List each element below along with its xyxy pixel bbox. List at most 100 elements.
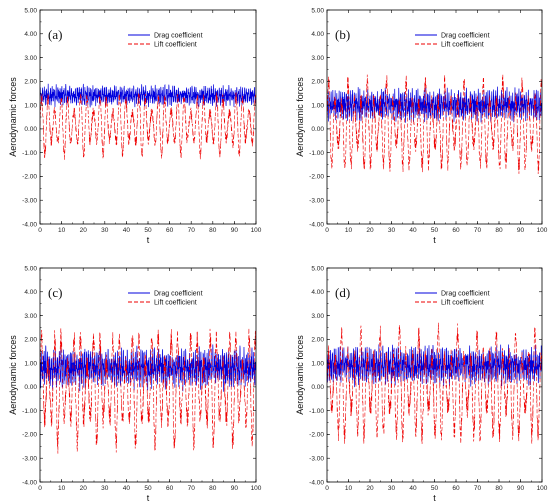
y-axis-title: Aerodynamic forces [295, 77, 305, 157]
y-tick-label: -4.00 [22, 479, 37, 486]
lift-legend-label: Lift coefficient [154, 300, 197, 307]
x-tick-label: 50 [144, 485, 152, 492]
x-axis-title: t [433, 235, 436, 245]
x-tick-label: 90 [517, 227, 525, 234]
x-tick-label: 90 [231, 227, 239, 234]
y-tick-label: -3.00 [22, 456, 37, 463]
x-tick-label: 40 [123, 227, 131, 234]
x-tick-label: 100 [251, 227, 262, 234]
y-tick-label: -2.00 [309, 174, 324, 181]
drag-legend-label: Drag coefficient [441, 33, 490, 40]
x-tick-label: 60 [166, 227, 174, 234]
chart-panel-b: 5.00 4.00 3.00 2.00 1.00 0.00 -1.00 -2.00 -3.00 -… [295, 7, 548, 245]
y-tick-label: 3.00 [24, 313, 37, 320]
x-axis-title: t [147, 493, 150, 503]
x-tick-label: 50 [144, 227, 152, 234]
drag-coefficient-series [327, 344, 542, 388]
y-tick-label: 1.00 [24, 102, 37, 109]
x-tick-label: 0 [325, 485, 329, 492]
y-tick-label: -2.00 [309, 432, 324, 439]
y-tick-label: 0.00 [24, 126, 37, 133]
x-tick-label: 30 [101, 227, 109, 234]
y-tick-label: 4.00 [24, 31, 37, 38]
lift-coefficient-series [40, 327, 256, 454]
y-tick-label: -1.00 [22, 150, 37, 157]
drag-legend-label: Drag coefficient [154, 33, 203, 40]
drag-legend-label: Drag coefficient [154, 291, 203, 298]
y-tick-label: 0.00 [311, 126, 324, 133]
x-tick-label: 70 [188, 485, 196, 492]
y-tick-label: -4.00 [309, 221, 324, 228]
x-axis-title: t [147, 235, 150, 245]
y-tick-label: 3.00 [24, 55, 37, 62]
y-tick-label: -1.00 [309, 150, 324, 157]
x-tick-label: 30 [101, 485, 109, 492]
x-tick-label: 60 [452, 227, 460, 234]
x-tick-label: 10 [345, 485, 353, 492]
y-tick-label: 5.00 [24, 265, 37, 272]
y-tick-label: -2.00 [22, 432, 37, 439]
y-tick-label: 2.00 [24, 79, 37, 86]
x-tick-label: 80 [209, 485, 217, 492]
y-tick-label: -1.00 [22, 408, 37, 415]
x-tick-label: 60 [452, 485, 460, 492]
plot-frame [39, 9, 257, 225]
x-tick-label: 40 [409, 227, 417, 234]
y-tick-label: -3.00 [22, 198, 37, 205]
y-tick-label: 2.00 [311, 337, 324, 344]
y-tick-label: 1.00 [311, 360, 324, 367]
x-tick-label: 40 [409, 485, 417, 492]
y-tick-label: 4.00 [311, 289, 324, 296]
x-tick-label: 70 [474, 227, 482, 234]
x-tick-label: 100 [251, 485, 262, 492]
panel-label: (c) [48, 285, 62, 300]
x-tick-label: 40 [123, 485, 131, 492]
x-tick-label: 60 [166, 485, 174, 492]
x-tick-label: 30 [388, 485, 396, 492]
x-tick-label: 0 [38, 227, 42, 234]
x-tick-label: 80 [209, 227, 217, 234]
lift-legend-label: Lift coefficient [441, 42, 484, 49]
x-tick-label: 10 [58, 227, 66, 234]
y-tick-label: 5.00 [311, 7, 324, 14]
y-tick-label: 0.00 [311, 384, 324, 391]
lift-coefficient-series [327, 74, 542, 174]
y-tick-label: -1.00 [309, 408, 324, 415]
x-tick-label: 80 [495, 485, 503, 492]
y-tick-label: 4.00 [311, 31, 324, 38]
y-tick-label: 1.00 [24, 360, 37, 367]
lift-legend-label: Lift coefficient [154, 42, 197, 49]
y-axis-title: Aerodynamic forces [8, 335, 18, 415]
x-tick-label: 70 [474, 485, 482, 492]
x-tick-label: 90 [517, 485, 525, 492]
lift-coefficient-series [40, 92, 256, 160]
y-tick-label: 1.00 [311, 102, 324, 109]
y-tick-label: -4.00 [22, 221, 37, 228]
x-tick-label: 0 [325, 227, 329, 234]
x-tick-label: 20 [80, 485, 88, 492]
y-tick-label: 4.00 [24, 289, 37, 296]
y-tick-label: -3.00 [309, 456, 324, 463]
drag-coefficient-series [40, 344, 256, 392]
x-tick-label: 30 [388, 227, 396, 234]
y-tick-label: -2.00 [22, 174, 37, 181]
x-tick-label: 70 [188, 227, 196, 234]
x-tick-label: 10 [345, 227, 353, 234]
x-axis-title: t [433, 493, 436, 503]
x-tick-label: 20 [366, 485, 374, 492]
x-tick-label: 0 [38, 485, 42, 492]
drag-coefficient-series [327, 86, 542, 123]
y-axis-title: Aerodynamic forces [8, 77, 18, 157]
chart-panel-c: 5.00 4.00 3.00 2.00 1.00 0.00 -1.00 -2.00 -3.00 -… [8, 265, 262, 503]
y-tick-label: 2.00 [24, 337, 37, 344]
y-axis-title: Aerodynamic forces [295, 335, 305, 415]
panel-label: (d) [335, 285, 350, 300]
x-tick-label: 50 [431, 485, 439, 492]
y-tick-label: 3.00 [311, 55, 324, 62]
x-tick-label: 100 [537, 227, 548, 234]
lift-legend-label: Lift coefficient [441, 300, 484, 307]
y-tick-label: -3.00 [309, 198, 324, 205]
panel-label: (b) [335, 27, 350, 42]
y-tick-label: 0.00 [24, 384, 37, 391]
